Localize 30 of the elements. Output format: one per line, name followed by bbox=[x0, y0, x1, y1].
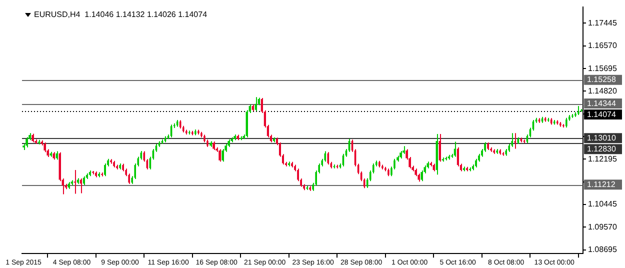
candlestick bbox=[578, 105, 580, 116]
candlestick bbox=[104, 162, 106, 177]
y-tick-label: 1.09570 bbox=[588, 222, 618, 232]
ref-line-label: 1.14344 bbox=[587, 98, 616, 108]
candlestick bbox=[420, 170, 423, 182]
y-tick-label: 1.10445 bbox=[588, 200, 618, 209]
candlestick bbox=[222, 148, 224, 162]
y-tick-label: 1.17445 bbox=[588, 18, 618, 28]
candlestick bbox=[514, 132, 516, 150]
candlestick bbox=[327, 152, 330, 166]
candlestick bbox=[402, 146, 405, 154]
candlestick bbox=[26, 136, 28, 148]
ref-line-label: 1.13010 bbox=[587, 133, 616, 142]
y-tick-label: 1.15695 bbox=[588, 64, 618, 73]
ref-line-label: 1.15258 bbox=[587, 75, 616, 84]
candlestick bbox=[134, 162, 136, 180]
candlestick bbox=[44, 142, 46, 153]
candlestick bbox=[324, 150, 326, 162]
y-tick-label: 1.08695 bbox=[588, 245, 618, 254]
candlestick bbox=[218, 148, 221, 162]
ref-line-label: 1.12830 bbox=[587, 144, 616, 154]
ref-line-label: 1.14074 bbox=[587, 110, 616, 119]
y-tick-label: 1.14820 bbox=[588, 86, 618, 96]
candlestick bbox=[297, 168, 299, 182]
y-tick-label: 1.12195 bbox=[588, 154, 618, 164]
candlestick bbox=[484, 142, 486, 152]
chart-title: EURUSD,H4 1.14046 1.14132 1.14026 1.14074 bbox=[34, 10, 208, 20]
y-tick-label: 1.16570 bbox=[588, 41, 618, 50]
ref-line-label: 1.11212 bbox=[587, 180, 616, 189]
candlestick bbox=[566, 117, 568, 128]
